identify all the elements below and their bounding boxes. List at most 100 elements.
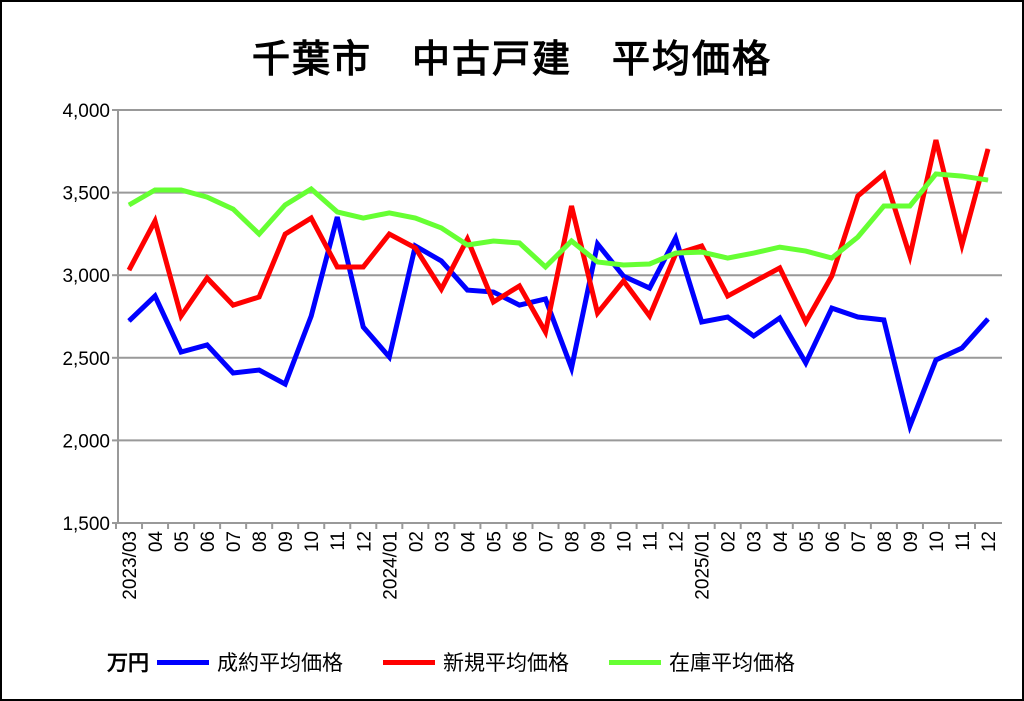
y-tick-label: 4,000 [62,101,110,122]
data-point [154,295,156,297]
data-point [597,261,599,263]
data-point [805,250,807,252]
x-tick-label: 11 [328,531,349,551]
x-tick-label: 06 [823,531,844,552]
data-point [284,383,286,385]
data-point [987,148,989,150]
x-tick-label: 10 [927,531,948,552]
data-point [675,237,677,239]
data-point [909,255,911,257]
data-point [753,281,755,283]
data-point [571,205,573,207]
legend-swatch [609,659,661,665]
data-point [883,205,885,207]
data-point [857,316,859,318]
x-tick-label: 05 [797,531,818,552]
data-point [961,244,963,246]
data-point [544,266,546,268]
data-point [466,289,468,291]
x-tick-label: 2023/03 [120,531,141,600]
data-point [492,301,494,303]
y-tick-label: 2,000 [62,431,110,452]
data-point [440,288,442,290]
data-point [571,367,573,369]
data-point [727,295,729,297]
x-tick-label: 08 [563,531,584,552]
data-point [623,264,625,266]
data-point [258,296,260,298]
data-point [779,246,781,248]
data-point [206,196,208,198]
unit-label: 万円 [107,651,149,675]
x-tick-label: 05 [484,531,505,552]
x-tick-label: 12 [667,531,688,552]
x-tick-label: 09 [901,531,922,552]
data-point [154,189,156,191]
data-point [414,247,416,249]
x-tick-label: 11 [641,531,662,551]
x-tick-label: 02 [719,531,740,552]
x-tick-label: 2024/01 [380,531,401,600]
data-point [206,344,208,346]
series-line-2 [127,171,989,271]
legend-swatch [157,659,209,665]
data-point [310,315,312,317]
legend-label: 成約平均価格 [217,651,343,675]
data-point [284,233,286,235]
data-point [649,263,651,265]
data-point [883,173,885,175]
data-point [935,359,937,361]
data-point [466,238,468,240]
data-point [571,240,573,242]
data-point [623,275,625,277]
legend-label: 新規平均価格 [443,651,569,675]
x-tick-label: 08 [875,531,896,552]
data-point [779,267,781,269]
data-point [310,217,312,219]
x-tick-label: 06 [198,531,219,552]
data-point [232,208,234,210]
x-tick-label: 07 [224,531,245,552]
y-tick-label: 1,500 [62,514,110,535]
data-point [492,291,494,293]
data-point [258,369,260,371]
legend-item: 在庫平均価格 [609,647,795,677]
legend-swatch [383,659,435,665]
data-point [727,316,729,318]
data-point [362,326,364,328]
data-point [180,351,182,353]
x-tick-label: 12 [354,531,375,552]
data-point [232,304,234,306]
y-tick-label: 2,500 [62,349,110,370]
data-point [961,175,963,177]
data-point [831,257,833,259]
data-point [701,245,703,247]
x-tick-label: 08 [250,531,271,552]
x-tick-label: 03 [745,531,766,552]
legend-item: 成約平均価格 [157,647,343,677]
legend: 万円 成約平均価格 新規平均価格 在庫平均価格 [107,647,835,677]
x-tick-label: 12 [979,531,1000,552]
data-point [649,315,651,317]
data-point [440,227,442,229]
series-line-0 [127,216,990,435]
data-point [597,312,599,314]
x-tick-label: 11 [953,531,974,551]
data-point [935,139,937,141]
data-point [597,243,599,245]
data-point [440,260,442,262]
data-point [518,285,520,287]
data-point [362,217,364,219]
data-point [336,266,338,268]
data-point [935,173,937,175]
x-tick-label: 04 [771,531,792,553]
data-point [362,266,364,268]
data-point [831,275,833,277]
x-tick-label: 02 [406,531,427,552]
legend-item: 新規平均価格 [383,647,569,677]
data-point [727,257,729,259]
data-point [518,304,520,306]
data-point [154,220,156,222]
x-tick-label: 05 [172,531,193,552]
